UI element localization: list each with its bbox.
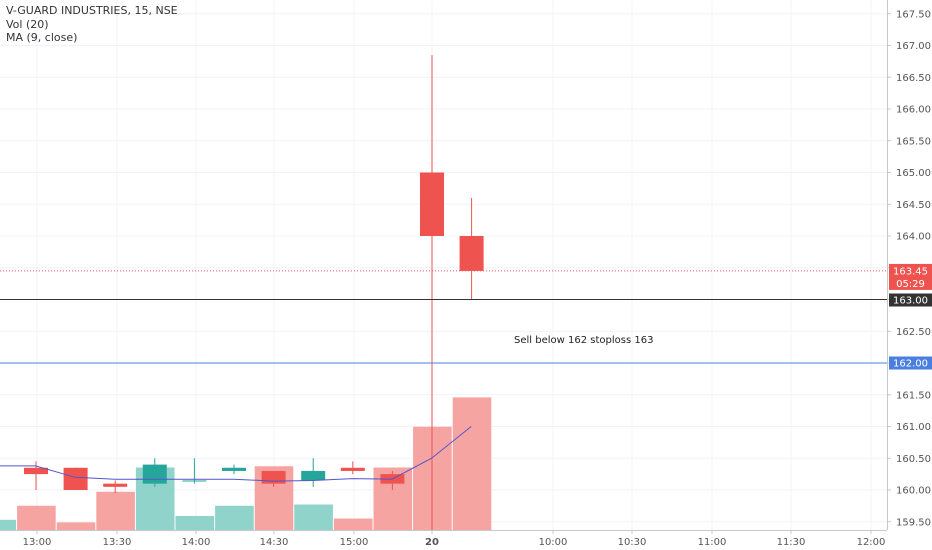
time-tick-label: 10:00 [539, 537, 568, 548]
price-tick-label: 161.50 [896, 390, 931, 401]
time-tick-label: 13:00 [23, 537, 52, 548]
ma-indicator-label[interactable]: MA (9, close) [6, 31, 78, 44]
candle-body [420, 172, 444, 236]
volume-bars [0, 397, 492, 530]
candle [459, 197, 484, 300]
volume-bar [96, 491, 135, 530]
time-tick-label: 12:00 [857, 537, 886, 548]
price-tick-label: 160.00 [896, 486, 931, 497]
price-tick-label: 161.00 [896, 422, 931, 433]
time-tick-label: 11:00 [698, 537, 727, 548]
price-tick-label: 162.50 [896, 327, 931, 338]
time-tick-label: 20 [425, 537, 439, 548]
volume-bar [0, 519, 17, 530]
time-tick-label: 14:30 [260, 537, 289, 548]
price-tick-label: 165.00 [896, 168, 931, 179]
volume-bar [17, 505, 56, 530]
price-tick-label: 159.50 [896, 517, 931, 528]
candle [420, 55, 444, 532]
level-163-tag: 163.00 [893, 296, 928, 307]
candle-body [222, 467, 246, 471]
chart-annotation: Sell below 162 stoploss 163 [514, 335, 653, 346]
level-162-tag-bg [889, 356, 932, 370]
candle-body [142, 464, 167, 484]
price-levels [0, 270, 887, 364]
candle [103, 480, 128, 494]
moving-average-line [0, 426, 472, 482]
price-tick-label: 164.00 [896, 232, 931, 243]
volume-bar [333, 518, 373, 530]
candle [63, 467, 88, 490]
volume-bar [175, 515, 215, 530]
time-tick-label: 13:30 [103, 537, 132, 548]
candle [182, 458, 207, 484]
price-tick-label: 167.50 [896, 9, 931, 20]
candle-body [63, 467, 88, 490]
time-tick-label: 15:00 [340, 537, 369, 548]
price-tick-label: 164.50 [896, 200, 931, 211]
candle [301, 458, 326, 487]
price-tick-label: 167.00 [896, 41, 931, 52]
volume-bar [452, 397, 492, 530]
bar-countdown-tag: 05:29 [896, 279, 925, 290]
candle-body [340, 467, 365, 471]
volume-indicator-label[interactable]: Vol (20) [6, 18, 49, 31]
volume-bar [56, 522, 96, 530]
price-tick-label: 165.50 [896, 136, 931, 147]
candle-body [459, 236, 484, 271]
last-price-tag: 163.45 [893, 266, 928, 277]
level-163-tag-bg [889, 293, 932, 307]
price-tags: 163.45 05:29 163.00 162.00 [889, 263, 932, 370]
candle-body [301, 470, 326, 481]
time-tick-label: 10:30 [618, 537, 647, 548]
candle [222, 464, 246, 475]
candle [142, 458, 167, 487]
price-tick-label: 166.00 [896, 105, 931, 116]
volume-bar [294, 504, 333, 530]
price-candles [24, 55, 484, 532]
volume-bar [215, 505, 254, 530]
time-tick-label: 11:30 [777, 537, 806, 548]
time-axis[interactable]: 13:00 13:30 14:00 14:30 15:00 20 10:00 10:30 11:… [23, 530, 886, 548]
level-162-tag: 162.00 [893, 359, 928, 370]
price-tick-label: 166.50 [896, 73, 931, 84]
candle [340, 461, 365, 475]
candle-body [182, 480, 207, 482]
last-price-tag-bg [889, 263, 932, 290]
time-tick-label: 14:00 [182, 537, 211, 548]
candle-body [103, 483, 128, 487]
chart-symbol-title: V-GUARD INDUSTRIES, 15, NSE [6, 4, 178, 17]
candle-body [24, 467, 48, 475]
price-tick-label: 160.50 [896, 454, 931, 465]
candle-body [261, 470, 286, 484]
